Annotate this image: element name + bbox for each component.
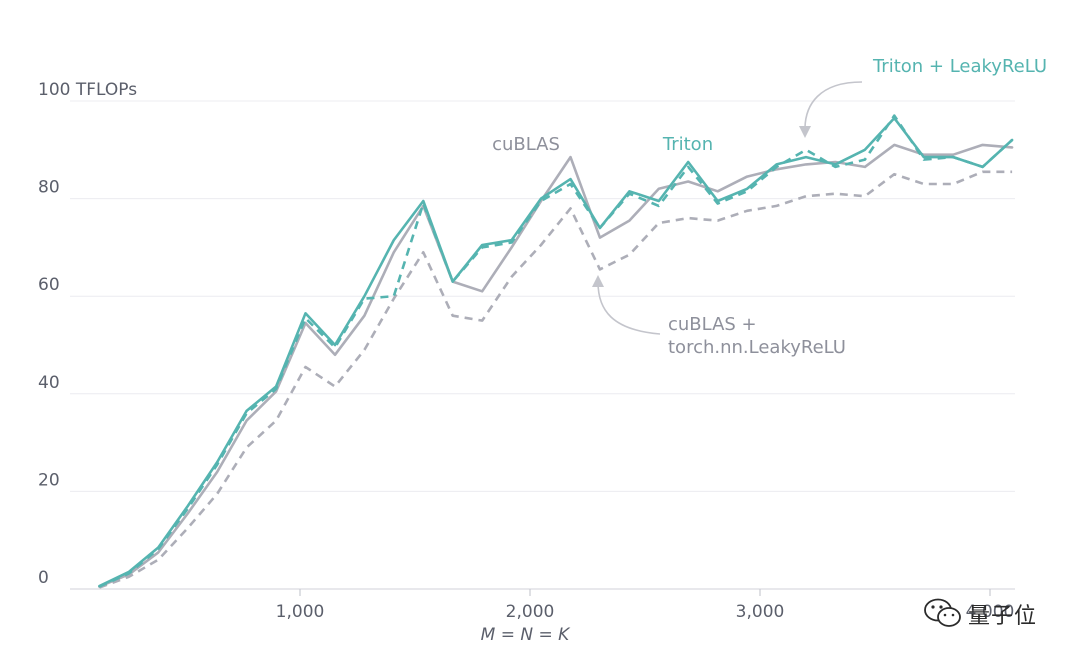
y-tick-label-40: 40: [38, 373, 60, 393]
arrowhead-triton-leakyrelu: [799, 126, 811, 138]
y-tick-label-80: 80: [38, 178, 60, 198]
y-tick-label-20: 20: [38, 470, 60, 490]
arrow-cublas-torch: [597, 281, 661, 335]
annotations: cuBLAS Triton Triton + LeakyReLU cuBLAS +to…: [492, 56, 1047, 358]
series-line-triton: [98, 116, 1014, 588]
x-tick-label-2000: 2,000: [506, 602, 555, 622]
x-tick-label-3000: 3,000: [736, 602, 785, 622]
label-cublas-torch-line1: cuBLAS +: [668, 314, 757, 335]
series-line-cublas-torch-nn-leakyrelu: [98, 170, 1013, 589]
watermark: 量子位: [922, 596, 1062, 632]
x-axis-tick-labels: 1,000 2,000 3,000 4,000: [276, 589, 1015, 622]
arrow-triton-leakyrelu: [804, 81, 863, 133]
x-axis-title: M = N = K: [481, 625, 571, 645]
y-tick-label-0: 0: [38, 568, 49, 588]
y-tick-label-100: 100 TFLOPs: [38, 80, 137, 100]
series-line-cublas: [98, 143, 1014, 588]
watermark-text: 量子位: [968, 604, 1038, 629]
label-triton-leakyrelu: Triton + LeakyReLU: [872, 56, 1047, 77]
series-layer: [98, 114, 1014, 589]
label-cublas-torch-line2: torch.nn.LeakyReLU: [668, 337, 846, 358]
x-tick-label-1000: 1,000: [276, 602, 325, 622]
label-triton: Triton: [662, 134, 713, 155]
grid-lines: [70, 100, 1015, 590]
wechat-icon: [924, 598, 961, 627]
y-tick-label-60: 60: [38, 275, 60, 295]
y-axis-tick-labels: 0 20 40 60 80 100 TFLOPs: [38, 80, 137, 588]
label-cublas: cuBLAS: [492, 134, 560, 155]
x-tick-label-4000: 4,000: [966, 602, 1015, 622]
series-line-triton-leakyrelu: [98, 114, 1013, 588]
arrowhead-cublas-torch: [592, 275, 604, 287]
